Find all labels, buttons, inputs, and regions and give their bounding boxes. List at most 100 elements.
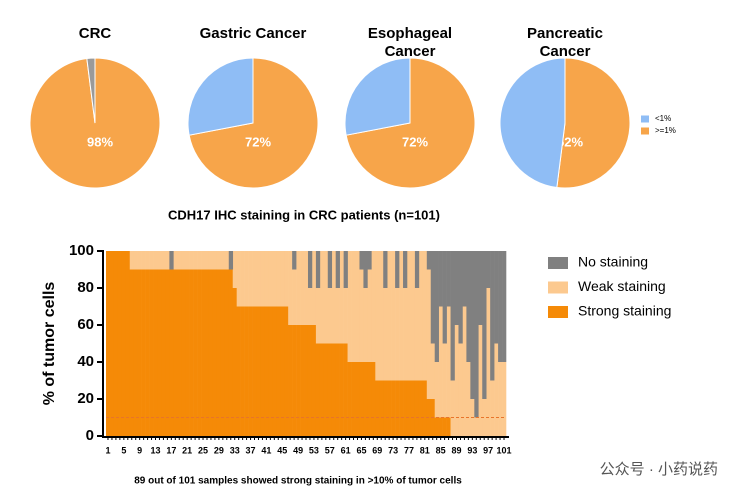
bar-segment: [244, 251, 249, 307]
legend-label: Strong staining: [578, 303, 671, 319]
bar-segment: [410, 380, 416, 436]
y-tick-label: 40: [77, 353, 94, 370]
bar-segment: [197, 269, 202, 436]
bar-segment: [327, 343, 333, 436]
bar-segment: [292, 325, 297, 436]
bar-segment: [311, 325, 317, 436]
bar-segment: [490, 380, 495, 436]
bar-segment: [395, 380, 400, 436]
pie-title: Gastric Cancer: [199, 25, 307, 42]
bar-segment: [450, 251, 455, 381]
chart-title: CDH17 IHC staining in CRC patients (n=10…: [168, 207, 440, 222]
bar-segment: [208, 251, 214, 270]
bar-segment: [232, 288, 237, 436]
bar-segment: [399, 251, 404, 381]
bar-segment: [145, 269, 150, 436]
bar-segment: [395, 251, 400, 288]
bar-segment: [153, 269, 158, 436]
x-tick-label: 85: [436, 445, 446, 455]
bar-segment: [133, 251, 138, 270]
pie-slice: [86, 57, 96, 124]
bar-segment: [252, 251, 257, 307]
bar-segment: [434, 417, 439, 436]
bar-segment: [161, 251, 166, 270]
bar-segment: [141, 251, 146, 270]
bar-segment: [486, 288, 491, 436]
y-tick-label: 60: [77, 316, 94, 333]
bar-segment: [288, 325, 293, 436]
bar-segment: [355, 362, 360, 436]
bar-segment: [145, 251, 150, 270]
watermark: 公众号 · 小药说药: [600, 461, 718, 478]
y-tick-label: 20: [77, 390, 94, 407]
bar-segment: [248, 251, 253, 307]
bar-segment: [113, 251, 119, 436]
bar-segment: [311, 251, 317, 325]
bar-segment: [478, 251, 483, 325]
bar-segment: [351, 251, 356, 362]
bar-segment: [383, 380, 388, 436]
y-axis-label: % of tumor cells: [41, 282, 58, 406]
bar-segment: [296, 251, 301, 325]
bar-segment: [399, 380, 404, 436]
bar-segment: [212, 269, 218, 436]
bar-segment: [236, 306, 241, 436]
bar-segment: [169, 269, 174, 436]
bar-segment: [359, 362, 364, 436]
bar-segment: [403, 251, 408, 288]
pie-label: 72%: [245, 134, 271, 149]
bar-segment: [434, 362, 439, 418]
bar-segment: [446, 417, 451, 436]
bar-segment: [212, 251, 218, 270]
bar-segment: [430, 343, 436, 399]
y-tick-label: 80: [77, 279, 94, 296]
x-tick-label: 93: [467, 445, 477, 455]
bar-segment: [141, 269, 146, 436]
bar-segment: [406, 251, 412, 381]
bar-segment: [375, 380, 380, 436]
bar-segment: [165, 269, 170, 436]
bar-segment: [422, 380, 428, 436]
bar-segment: [181, 269, 186, 436]
bar-segment: [430, 251, 436, 344]
pie-title: CRC: [78, 25, 112, 42]
bar-segment: [288, 251, 293, 325]
bar-segment: [339, 343, 344, 436]
bar-segment: [284, 251, 289, 307]
bar-segment: [268, 306, 273, 436]
bar-segment: [244, 306, 249, 436]
bar-segment: [446, 306, 451, 418]
legend-label: <1%: [655, 114, 671, 123]
pie-label: 72%: [402, 134, 428, 149]
bar-segment: [264, 306, 269, 436]
bar-segment: [185, 269, 190, 436]
bar-segment: [236, 251, 241, 307]
bar-segment: [498, 251, 503, 362]
bar-segment: [494, 251, 499, 344]
bar-segment: [307, 251, 313, 288]
legend-swatch: [548, 257, 568, 269]
bar-segment: [181, 251, 186, 270]
bar-segment: [173, 251, 178, 270]
x-tick-label: 9: [137, 445, 142, 455]
bar-segment: [343, 343, 348, 436]
bar-segment: [327, 288, 333, 344]
bar-segment: [268, 251, 273, 307]
bar-segment: [347, 251, 352, 362]
bar-segment: [403, 380, 408, 436]
bar-segment: [367, 362, 372, 436]
bar-segment: [367, 269, 372, 362]
bar-segment: [220, 269, 226, 436]
bar-segment: [343, 251, 348, 288]
bar-segment: [189, 251, 194, 270]
pie-title: Esophageal Cancer: [367, 25, 453, 60]
bar-segment: [208, 269, 214, 436]
x-tick-label: 57: [325, 445, 335, 455]
bar-segment: [197, 251, 202, 270]
bar-segment: [458, 343, 463, 436]
bar-segment: [224, 251, 230, 270]
bar-segment: [133, 269, 138, 436]
bar-segment: [193, 251, 198, 270]
bar-segment: [414, 251, 420, 288]
bar-segment: [442, 251, 447, 344]
